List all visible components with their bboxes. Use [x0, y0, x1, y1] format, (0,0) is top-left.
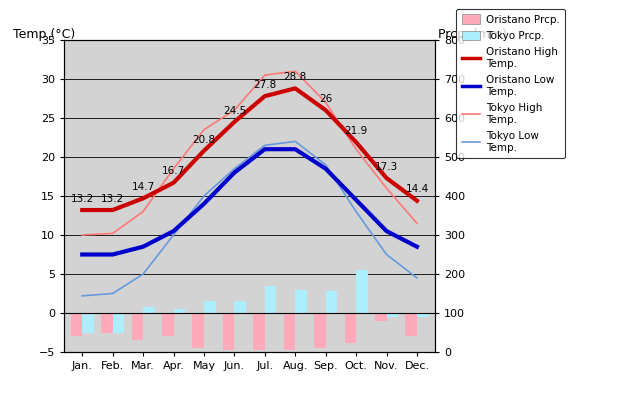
Bar [83, 313, 94, 332]
Bar [417, 313, 429, 317]
Bar [162, 313, 173, 336]
Bar [70, 313, 83, 336]
Bar [284, 313, 295, 350]
Bar [223, 313, 234, 350]
Bar [344, 313, 356, 343]
Bar [405, 313, 417, 336]
Text: Temp (°C): Temp (°C) [13, 28, 75, 41]
Bar [143, 307, 155, 313]
Text: 21.9: 21.9 [344, 126, 368, 136]
Bar [326, 291, 337, 313]
Bar [387, 313, 398, 317]
Bar [356, 270, 367, 313]
Bar [113, 313, 124, 332]
Bar [204, 301, 216, 313]
Text: 26: 26 [319, 94, 332, 104]
Bar [132, 313, 143, 340]
Bar [193, 313, 204, 348]
Bar [101, 313, 113, 332]
Text: 28.8: 28.8 [284, 72, 307, 82]
Text: 13.2: 13.2 [70, 194, 94, 204]
Text: 14.7: 14.7 [131, 182, 155, 192]
Text: 16.7: 16.7 [162, 166, 185, 176]
Bar [253, 313, 265, 350]
Text: 14.4: 14.4 [405, 184, 429, 194]
Bar [173, 309, 185, 313]
Text: 20.8: 20.8 [193, 134, 216, 144]
Text: 13.2: 13.2 [101, 194, 124, 204]
Bar [375, 313, 387, 321]
Text: 27.8: 27.8 [253, 80, 276, 90]
Bar [314, 313, 326, 348]
Bar [295, 290, 307, 313]
Bar [234, 301, 246, 313]
Bar [265, 286, 276, 313]
Text: 17.3: 17.3 [375, 162, 398, 172]
Text: 24.5: 24.5 [223, 106, 246, 116]
Legend: Oristano Prcp., Tokyo Prcp., Oristano High
Temp., Oristano Low
Temp., Tokyo High: Oristano Prcp., Tokyo Prcp., Oristano Hi… [456, 9, 564, 158]
Text: Prcp. (mm): Prcp. (mm) [438, 28, 508, 41]
